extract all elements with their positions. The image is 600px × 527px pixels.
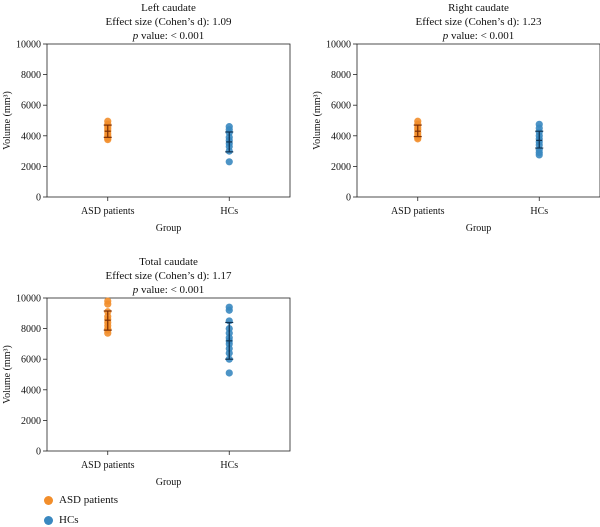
- chart-2-y-tick-label: 2000: [331, 162, 351, 173]
- chart-1-y-tick-label: 10000: [16, 40, 41, 51]
- chart-1-plot-frame: [46, 43, 291, 198]
- chart-1-x-tick-label: ASD patients: [81, 206, 135, 217]
- chart-3-y-tick-label: 2000: [21, 416, 41, 427]
- chart-3-p-value: p value: < 0.001: [132, 284, 205, 296]
- chart-2-y-tick-label: 8000: [331, 70, 351, 81]
- chart-1-y-axis-label: Volume (mm³): [2, 91, 13, 150]
- chart-1-p-value: p value: < 0.001: [132, 30, 205, 42]
- chart-3-y-tick-label: 10000: [16, 294, 41, 305]
- chart-3-hc-point: [225, 369, 233, 377]
- chart-1-title: Left caudate: [141, 2, 196, 14]
- chart-3-y-tick-label: 4000: [21, 385, 41, 396]
- chart-2-y-tick-label: 6000: [331, 101, 351, 112]
- chart-1-x-axis-label: Group: [156, 223, 182, 234]
- chart-2-title: Right caudate: [448, 2, 509, 14]
- chart-3-y-tick-label: 6000: [21, 355, 41, 366]
- chart-1-y-tick-label: 4000: [21, 131, 41, 142]
- chart-3-y-tick-label: 0: [36, 447, 41, 458]
- chart-3-x-tick-label: ASD patients: [81, 460, 135, 471]
- chart-1-y-tick-label: 0: [36, 193, 41, 204]
- chart-2-effect-size: Effect size (Cohen’s d): 1.23: [416, 16, 542, 28]
- chart-1-y-tick-label: 6000: [21, 101, 41, 112]
- legend-marker-asd: [44, 495, 53, 505]
- chart-1-effect-size: Effect size (Cohen’s d): 1.09: [106, 16, 232, 28]
- chart-2-y-tick-label: 10000: [326, 40, 351, 51]
- legend-marker-hc: [44, 515, 53, 525]
- chart-3-title: Total caudate: [139, 256, 198, 268]
- chart-3-effect-size: Effect size (Cohen’s d): 1.17: [106, 270, 232, 282]
- chart-2-plot-frame: [356, 43, 600, 198]
- chart-3-y-axis-label: Volume (mm³): [2, 345, 13, 404]
- chart-2-x-tick-label: HCs: [530, 206, 548, 217]
- chart-3-x-axis-label: Group: [156, 477, 182, 488]
- chart-2-x-axis-label: Group: [466, 223, 492, 234]
- chart-3-hc-point: [225, 306, 233, 314]
- chart-1-y-tick-label: 8000: [21, 70, 41, 81]
- legend-label-asd: ASD patients: [59, 494, 118, 506]
- chart-1-hc-point: [225, 158, 233, 166]
- chart-1-x-tick-label: HCs: [220, 206, 238, 217]
- chart-3-plot-frame: [46, 297, 291, 452]
- legend-label-hc: HCs: [59, 514, 79, 526]
- chart-2-y-tick-label: 4000: [331, 131, 351, 142]
- chart-2-y-axis-label: Volume (mm³): [312, 91, 323, 150]
- chart-3-asd-point: [104, 300, 112, 308]
- chart-3-x-tick-label: HCs: [220, 460, 238, 471]
- chart-3-asd-point: [104, 329, 112, 337]
- legend-item-hc: HCs: [44, 514, 79, 526]
- chart-1-y-tick-label: 2000: [21, 162, 41, 173]
- chart-2-p-value: p value: < 0.001: [442, 30, 515, 42]
- chart-2-hc-point: [535, 151, 543, 159]
- chart-3-y-tick-label: 8000: [21, 324, 41, 335]
- chart-2-x-tick-label: ASD patients: [391, 206, 445, 217]
- chart-2-y-tick-label: 0: [346, 193, 351, 204]
- legend-item-asd: ASD patients: [44, 494, 118, 506]
